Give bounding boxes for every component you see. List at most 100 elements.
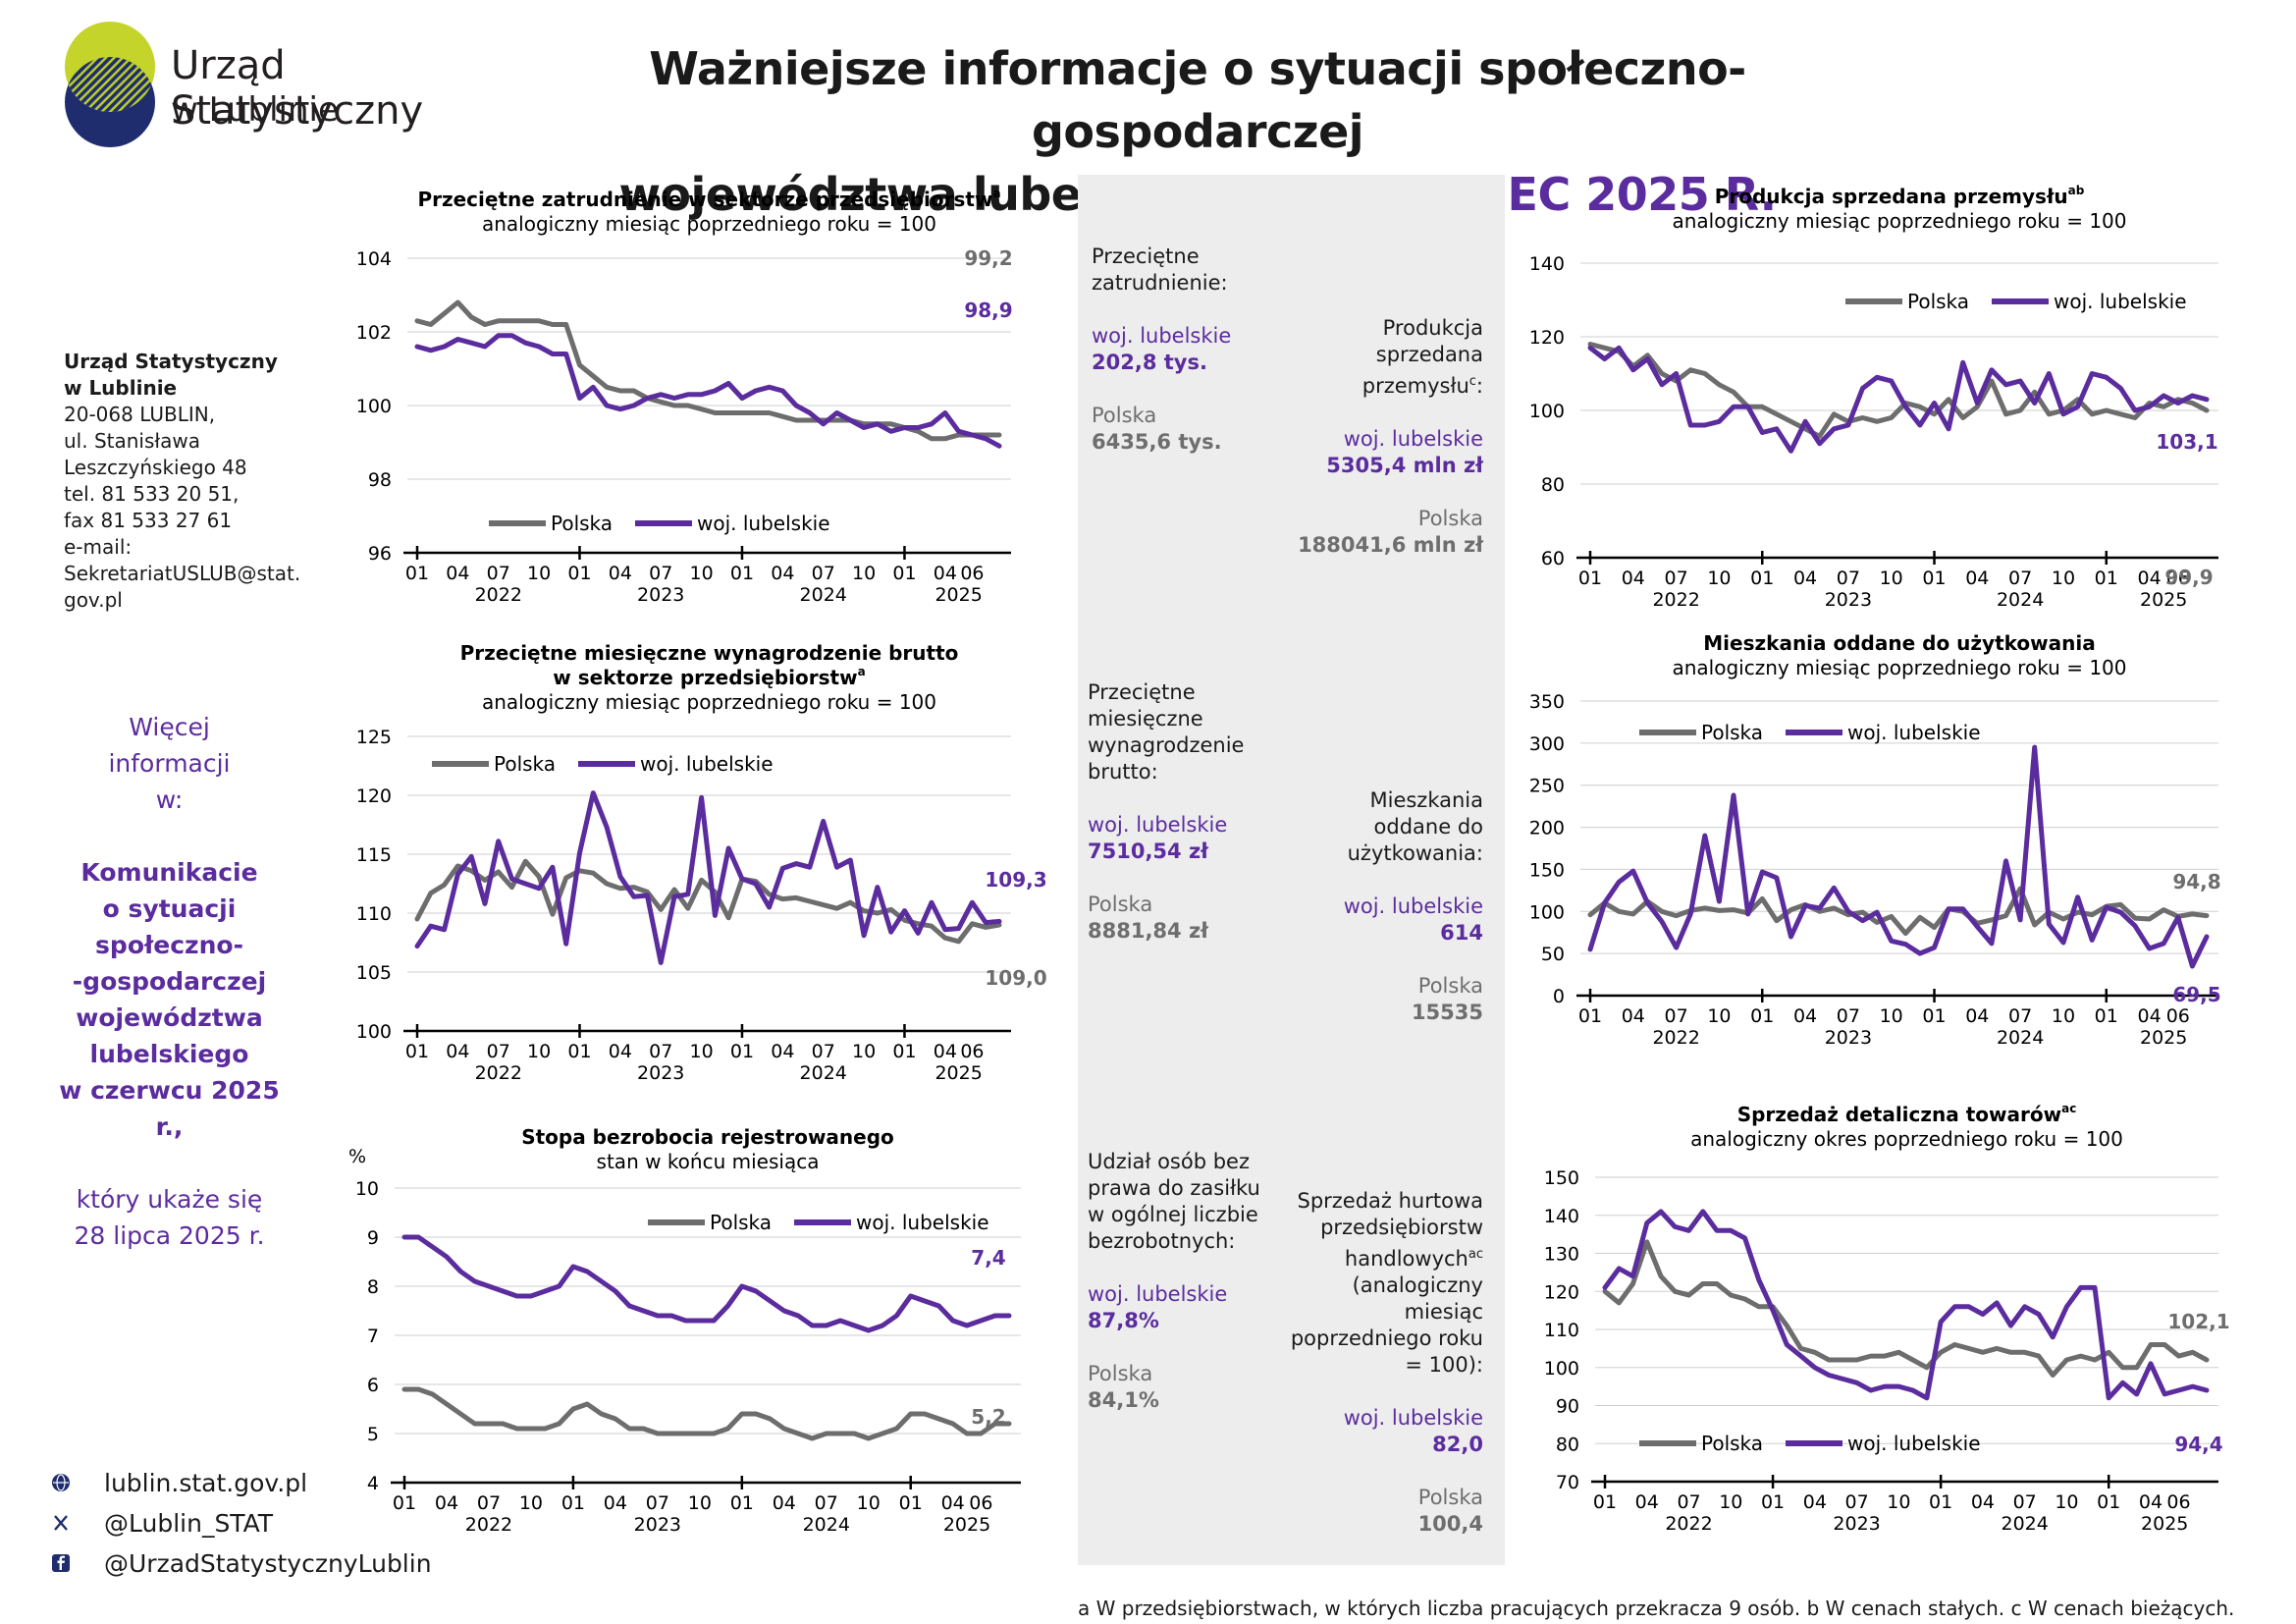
x-tick-label: 04 [1793,568,1817,589]
x-link-text[interactable]: @Lublin_STAT [104,1509,274,1538]
x-link[interactable]: @Lublin_STAT [49,1503,461,1543]
y-tick-label: 6 [367,1375,379,1396]
chart-legend: Polska woj. lubelskie [1845,290,2187,313]
x-tick-label: 10 [1880,1005,1903,1027]
summary-label: handlowychac [1267,1241,1483,1272]
x-year-label: 2023 [634,1514,681,1536]
fax-line: fax 81 533 27 61 [64,509,233,532]
data-label-polska: 5,2 [971,1405,1005,1429]
summary-label: Udział osób bez [1088,1150,1250,1173]
x-tick-label: 07 [1837,1005,1860,1027]
data-label-lubelskie: 7,4 [971,1246,1005,1270]
data-label-lubelskie: 109,3 [985,868,1046,892]
address-line: ul. Stanisława [64,429,200,453]
summary-label: Przeciętne [1092,244,1200,268]
facebook-link[interactable]: @UrzadStatystycznyLublin [49,1543,461,1584]
summary-label: miesięczne [1088,707,1203,731]
legend-label-polska: Polska [1701,721,1763,744]
summary-label: poprzedniego roku [1290,1326,1483,1350]
x-tick-label: 07 [2008,1005,2032,1027]
summary-pl-value: 15535 [1411,1001,1483,1024]
x-tick-label: 01 [2097,1491,2120,1513]
x-tick-label: 01 [1578,568,1602,589]
x-tick-label: 10 [1887,1491,1910,1513]
x-tick-label: 10 [519,1492,543,1514]
office-name-2: w Lublinie [64,376,178,400]
summary-label: przemysłuc: [1287,368,1483,400]
x-year-label: 2023 [1833,1513,1880,1535]
chart-title: Przeciętne zatrudnienie w sektorze przed… [417,187,1000,211]
summary-label: w ogólnej liczbie [1088,1203,1258,1226]
x-tick-label: 01 [1761,1491,1785,1513]
x-year-label: 2025 [2140,589,2187,611]
x-tick-label: 04 [934,563,957,584]
x-year-label: 2024 [800,1062,847,1084]
facebook-icon [52,1554,70,1572]
footnote-marker: ac [1468,1247,1483,1262]
data-label-lubelskie: 98,9 [964,298,1012,322]
summary-label: bezrobotnych: [1088,1229,1236,1253]
x-tick-label: 07 [649,563,672,584]
summary-label-end: : [1475,374,1483,398]
y-tick-label: 102 [356,322,392,344]
x-year-label: 2022 [1665,1513,1712,1535]
y-tick-label: 5 [367,1424,379,1445]
x-tick-label: 07 [1837,568,1860,589]
legend-label-polska: Polska [551,512,613,535]
summary-label: użytkowania: [1347,841,1483,865]
chart-title-line2: w sektorze przedsiębiorstwa [553,665,865,689]
chart-title: Sprzedaż detaliczna towarówac [1737,1102,2077,1126]
y-tick-label: 130 [1544,1244,1579,1266]
summary-lub-value: 82,0 [1432,1433,1483,1456]
page-title: Ważniejsze informacje o sytuacji społecz… [550,37,1845,226]
summary-panel: Przeciętne zatrudnienie: woj. lubelskie … [1078,175,1505,1565]
y-tick-label: 120 [1529,327,1565,349]
x-year-label: 2025 [2141,1513,2188,1535]
summary-label: oddane do [1373,815,1483,839]
facebook-link-text[interactable]: @UrzadStatystycznyLublin [104,1549,432,1578]
footnote-marker: ac [2061,1102,2076,1115]
summary-unemployed: Udział osób bez prawa do zasiłku w ogóln… [1088,1149,1284,1414]
summary-employment: Przeciętne zatrudnienie: woj. lubelskie … [1092,244,1268,456]
email-line[interactable]: SekretariatUSLUB@stat. [64,562,301,585]
y-tick-label: 350 [1529,691,1565,713]
summary-label-text: przemysłu [1362,374,1469,398]
x-tick-label: 07 [1665,1005,1688,1027]
y-tick-label: 104 [356,248,392,270]
legend-label-lubelskie: woj. lubelskie [1847,721,1981,744]
y-tick-label: 70 [1556,1472,1579,1493]
x-tick-label: 01 [892,563,916,584]
x-tick-label: 06 [2166,1491,2190,1513]
more-info-block: Więcej informacji w: Komunikacie o sytua… [49,709,290,1254]
y-tick-label: 50 [1541,944,1565,965]
summary-pl-value: 188041,6 mln zł [1298,533,1483,557]
summary-pl-label: Polska [1088,1362,1153,1385]
phone-line: tel. 81 533 20 51, [64,482,240,506]
footnote-marker: ab [2068,184,2085,197]
x-tick-label: 06 [960,563,984,584]
y-tick-label: 8 [367,1276,379,1298]
x-tick-label: 10 [852,563,876,584]
retail-chart: Sprzedaż detaliczna towarówacanalogiczny… [1544,1102,2230,1535]
x-tick-label: 10 [1880,568,1903,589]
email-line[interactable]: gov.pl [64,588,123,612]
x-tick-label: 10 [690,1041,714,1062]
footnote: a W przedsiębiorstwach, w których liczba… [1078,1597,2235,1620]
data-label-lubelskie: 69,5 [2172,983,2220,1006]
y-tick-label: 100 [1544,1358,1579,1380]
chart-subtitle: analogiczny okres poprzedniego roku = 10… [1690,1127,2123,1151]
x-tick-label: 07 [812,563,835,584]
x-tick-label: 07 [1845,1491,1869,1513]
x-tick-label: 01 [2095,568,2118,589]
x-tick-label: 04 [941,1492,965,1514]
website-link-text[interactable]: lublin.stat.gov.pl [104,1469,308,1497]
summary-label: = 100): [1405,1353,1483,1377]
summary-lub-value: 202,8 tys. [1092,351,1207,374]
chart-subtitle: analogiczny miesiąc poprzedniego roku = … [1672,209,2126,233]
summary-lub-value: 7510,54 zł [1088,839,1208,863]
summary-label: przedsiębiorstw [1320,1216,1483,1239]
website-link[interactable]: lublin.stat.gov.pl [49,1463,461,1503]
x-tick-label: 01 [730,1041,754,1062]
email-label: e-mail: [64,535,133,559]
y-tick-label: 9 [367,1227,379,1249]
